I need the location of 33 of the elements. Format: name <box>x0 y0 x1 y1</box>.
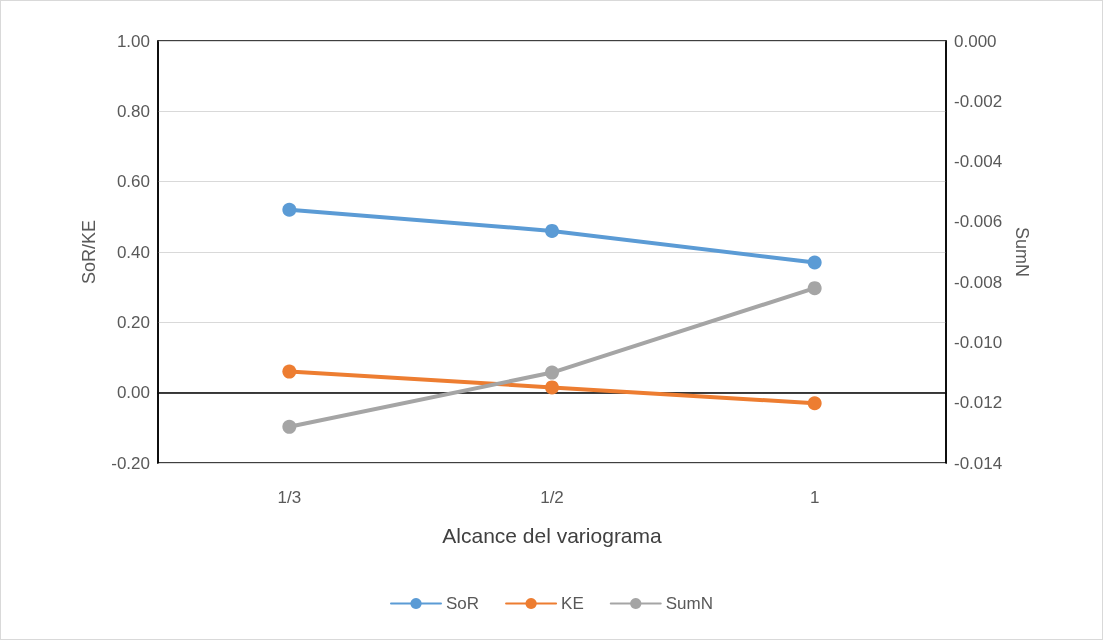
legend-label: KE <box>561 594 584 613</box>
x-tick-label: 1/2 <box>540 488 564 507</box>
point <box>282 419 297 434</box>
point <box>545 223 559 238</box>
point <box>807 396 822 411</box>
y-tick-label: 1.00 <box>116 31 150 51</box>
y-axis-title: SoR/KE <box>79 219 99 285</box>
y-tick-label: 0.80 <box>116 101 150 121</box>
y-tick-label: 0.60 <box>116 172 150 192</box>
y2-tick-label: -0.004 <box>954 152 1003 172</box>
x-tick-label: 1 <box>809 488 820 507</box>
y2-tick-label: -0.008 <box>954 272 1003 292</box>
y2-tick-label: -0.006 <box>954 212 1003 232</box>
point <box>545 365 559 380</box>
x-tick-label: 1/3 <box>277 488 302 507</box>
legend-label: SumN <box>665 594 713 613</box>
point <box>282 202 297 217</box>
point <box>807 255 822 270</box>
y2-tick-label: -0.002 <box>954 91 1003 111</box>
y2-axis-title: SumN <box>1012 226 1033 278</box>
legend-label: SoR <box>446 594 480 613</box>
point <box>807 281 822 296</box>
y2-tick-label: 0.000 <box>954 31 997 51</box>
y-tick-label: 0.00 <box>116 383 150 403</box>
y2-tick-label: -0.010 <box>954 332 1003 352</box>
y-tick-label: 0.40 <box>116 242 150 262</box>
y2-tick-label: -0.012 <box>954 393 1003 413</box>
y-tick-label: -0.20 <box>111 453 150 473</box>
point <box>282 364 297 379</box>
point <box>545 380 559 395</box>
y2-tick-label: -0.014 <box>954 453 1003 473</box>
y-tick-label: 0.20 <box>116 312 150 332</box>
x-axis-title: Alcance del variograma <box>442 524 663 547</box>
